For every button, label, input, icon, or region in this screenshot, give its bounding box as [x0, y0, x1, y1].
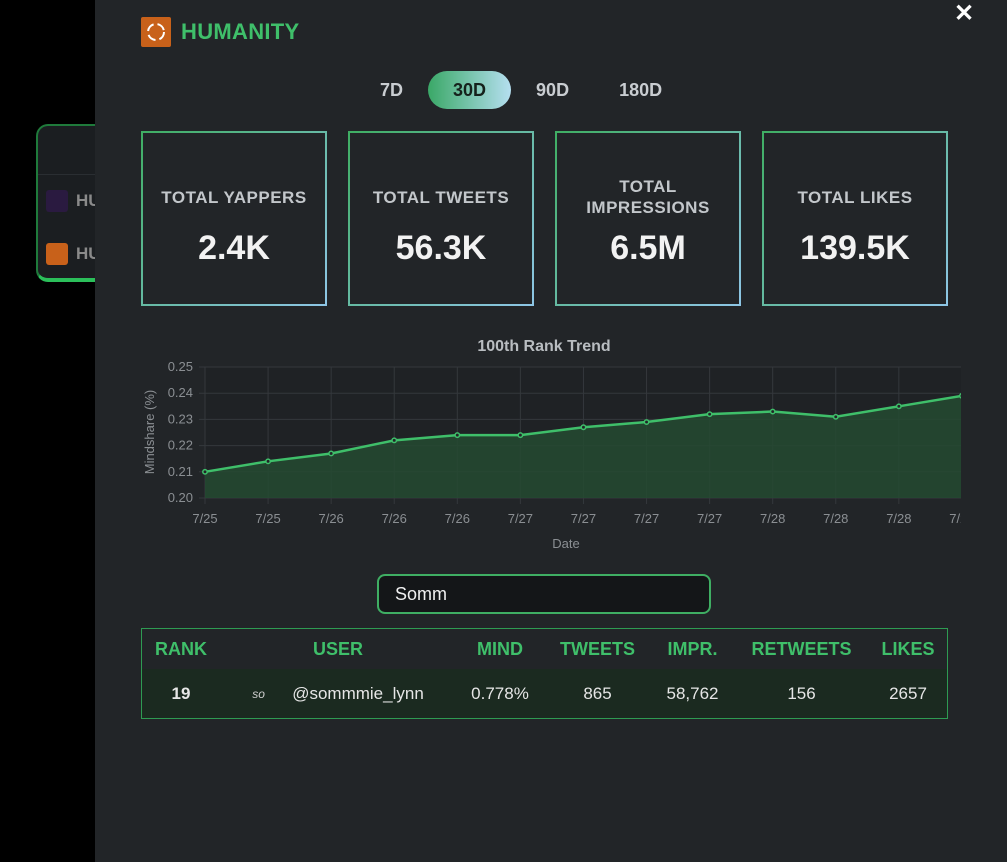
- project-logo-icon: [46, 243, 68, 265]
- period-90d-button[interactable]: 90D: [536, 80, 570, 100]
- data-point: [391, 437, 398, 444]
- stat-label: TOTAL YAPPERS: [161, 187, 307, 207]
- x-tick-label: 7/27: [697, 511, 722, 526]
- x-axis-label: Date: [552, 536, 579, 551]
- impressions-cell: 58,762: [666, 683, 719, 703]
- project-detail-modal: ✕ HUMANITY 7D 30D 90D 180D TOTAL YAPPERS…: [95, 0, 1007, 862]
- data-point: [517, 432, 524, 439]
- column-header-likes[interactable]: LIKES: [881, 638, 935, 659]
- y-tick-label: 0.20: [168, 490, 193, 505]
- stat-value: 2.4K: [198, 229, 270, 267]
- stat-card-yappers: TOTAL YAPPERS 2.4K: [141, 131, 327, 306]
- background-row-name: HU: [76, 191, 101, 210]
- x-tick-label: 7/28: [949, 511, 961, 526]
- background-row-name: HU: [76, 244, 101, 263]
- stat-label: TOTAL TWEETS: [372, 187, 510, 207]
- user-table: RANK USER MIND TWEETS IMPR. RETWEETS LIK…: [141, 628, 948, 719]
- x-tick-label: 7/27: [571, 511, 596, 526]
- data-point: [454, 432, 461, 439]
- stat-value: 139.5K: [800, 229, 910, 267]
- x-tick-label: 7/26: [318, 511, 343, 526]
- data-point: [265, 458, 272, 465]
- search-input[interactable]: [377, 574, 711, 614]
- retweets-cell: 156: [787, 683, 816, 703]
- likes-cell: 2657: [889, 683, 927, 703]
- x-tick-label: 7/26: [445, 511, 470, 526]
- data-point: [958, 392, 965, 399]
- data-point: [706, 411, 713, 418]
- x-tick-label: 7/27: [508, 511, 533, 526]
- column-header-impressions[interactable]: IMPR.: [667, 638, 718, 659]
- project-name: HUMANITY: [181, 19, 300, 44]
- column-header-mind[interactable]: MIND: [477, 638, 523, 659]
- background-row: HU: [46, 243, 101, 265]
- y-tick-label: 0.21: [168, 464, 193, 479]
- column-header-tweets[interactable]: TWEETS: [560, 638, 635, 659]
- data-point: [202, 468, 208, 475]
- x-tick-label: 7/25: [255, 511, 280, 526]
- table-header: RANK USER MIND TWEETS IMPR. RETWEETS LIK…: [142, 629, 947, 669]
- mindshare-cell: 0.778%: [471, 683, 529, 703]
- y-tick-label: 0.24: [168, 385, 193, 400]
- x-tick-label: 7/25: [192, 511, 217, 526]
- period-7d-button[interactable]: 7D: [380, 80, 404, 100]
- project-logo-icon: [141, 17, 171, 47]
- chart-svg: 100th Rank Trend 0.20 0.21 0.22 0.23 0.24 0.2…: [142, 338, 1007, 551]
- stat-card-tweets: TOTAL TWEETS 56.3K: [348, 131, 534, 306]
- data-point: [580, 424, 587, 431]
- y-tick-label: 0.23: [168, 411, 193, 426]
- series-area: [205, 395, 1007, 498]
- column-header-retweets[interactable]: RETWEETS: [751, 638, 852, 659]
- stat-label: TOTAL LIKES: [797, 187, 913, 207]
- username[interactable]: @sommmie_lynn: [292, 683, 424, 703]
- period-selector: 7D 30D 90D 180D: [355, 71, 687, 109]
- rank-trend-chart: 100th Rank Trend 0.20 0.21 0.22 0.23 0.24 0.2…: [141, 330, 1007, 560]
- stat-card-likes: TOTAL LIKES 139.5K: [762, 131, 948, 306]
- data-point: [643, 419, 650, 425]
- y-axis-label: Mindshare (%): [142, 390, 157, 475]
- stat-label: TOTAL IMPRESSIONS: [586, 177, 710, 217]
- background-row: HU: [46, 190, 101, 212]
- rank-cell: 19: [171, 683, 191, 703]
- background-card-header: [38, 126, 114, 175]
- y-tick-label: 0.25: [168, 359, 193, 374]
- period-180d-button[interactable]: 180D: [619, 80, 663, 100]
- project-header: HUMANITY: [141, 17, 300, 47]
- column-header-user[interactable]: USER: [312, 638, 363, 659]
- chart-title: 100th Rank Trend: [477, 338, 610, 355]
- avatar: so: [252, 686, 265, 701]
- data-point: [832, 413, 839, 420]
- stat-value: 6.5M: [610, 229, 686, 267]
- tweets-cell: 865: [583, 683, 612, 703]
- table-row[interactable]: 19 so @sommmie_lynn 0.778% 865 58,762 15…: [142, 669, 947, 718]
- user-cell[interactable]: so @sommmie_lynn: [220, 669, 456, 718]
- column-header-rank[interactable]: RANK: [155, 638, 207, 659]
- x-tick-label: 7/28: [760, 511, 785, 526]
- x-tick-label: 7/26: [382, 511, 407, 526]
- data-point: [328, 450, 335, 457]
- close-button[interactable]: ✕: [953, 0, 975, 27]
- period-30d-button[interactable]: 30D: [428, 71, 512, 109]
- project-logo-icon: [46, 190, 68, 212]
- series-line: [204, 394, 1007, 474]
- x-tick-label: 7/28: [886, 511, 911, 526]
- data-point: [895, 403, 902, 410]
- stat-card-impressions: TOTAL IMPRESSIONS 6.5M: [555, 131, 741, 306]
- y-tick-label: 0.22: [168, 438, 193, 453]
- x-tick-label: 7/27: [634, 511, 659, 526]
- stat-value: 56.3K: [395, 229, 487, 267]
- data-point: [769, 408, 776, 415]
- x-tick-label: 7/28: [823, 511, 848, 526]
